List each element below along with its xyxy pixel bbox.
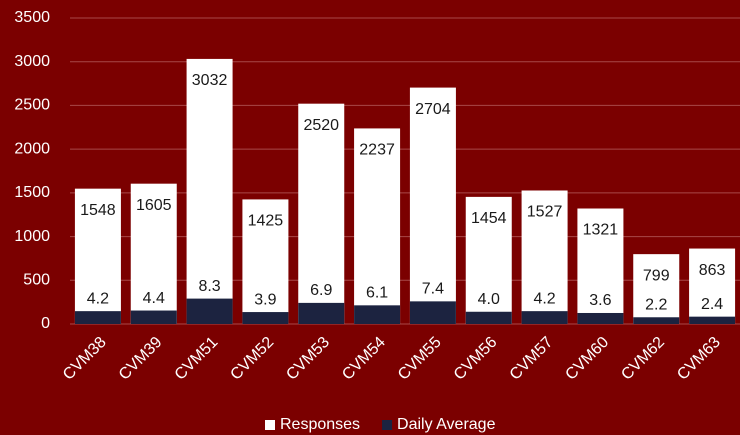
y-tick-label: 2000: [14, 140, 50, 157]
x-tick-label: CVM53: [283, 334, 333, 384]
bar: [577, 208, 624, 324]
data-label: 7.4: [422, 281, 444, 298]
bar: [242, 199, 289, 324]
y-tick-label: 0: [41, 315, 50, 332]
data-label: 2520: [303, 117, 339, 134]
data-label: 2.4: [701, 296, 723, 313]
bar: [354, 305, 401, 324]
y-tick-label: 2500: [14, 97, 50, 114]
data-label: 4.2: [533, 290, 555, 307]
data-label: 2704: [415, 101, 451, 118]
bar: [409, 301, 456, 324]
data-label: 1527: [527, 204, 563, 221]
x-tick-label: CVM39: [116, 334, 166, 384]
x-tick-label: CVM51: [172, 334, 222, 384]
bar: [689, 248, 736, 324]
bar: [465, 196, 512, 324]
legend-label: Responses: [280, 416, 360, 433]
bar: [298, 302, 345, 324]
bar: [633, 317, 680, 324]
data-label: 3032: [192, 72, 228, 89]
data-label: 3.9: [254, 291, 276, 308]
x-tick-label: CVM62: [618, 334, 668, 384]
y-tick-label: 500: [23, 272, 50, 289]
data-label: 1454: [471, 210, 507, 227]
data-label: 4.4: [143, 290, 165, 307]
data-label: 1425: [248, 213, 284, 230]
x-tick-label: CVM38: [60, 334, 110, 384]
data-label: 4.2: [87, 290, 109, 307]
y-tick-label: 3500: [14, 9, 50, 26]
data-label: 1548: [80, 202, 116, 219]
x-tick-label: CVM63: [674, 334, 724, 384]
legend-label: Daily Average: [397, 416, 496, 433]
bar: [577, 312, 624, 324]
data-label: 3.6: [589, 292, 611, 309]
data-label: 799: [643, 267, 670, 284]
y-tick-label: 1500: [14, 184, 50, 201]
data-label: 1321: [583, 222, 619, 239]
data-label: 6.1: [366, 285, 388, 302]
data-label: 1605: [136, 197, 172, 214]
x-tick-label: CVM55: [395, 334, 445, 384]
legend-swatch: [265, 420, 275, 430]
data-label: 4.0: [478, 291, 500, 308]
x-tick-label: CVM60: [562, 334, 612, 384]
x-tick-label: CVM52: [227, 334, 277, 384]
data-label: 2.2: [645, 296, 667, 313]
data-label: 863: [699, 262, 726, 279]
bar: [186, 298, 233, 324]
bar: [186, 58, 233, 325]
bar: [521, 190, 568, 324]
bar: [409, 87, 456, 324]
x-tick-label: CVM57: [507, 334, 557, 384]
bar: [74, 188, 121, 324]
bar: [130, 183, 177, 324]
y-tick-label: 3000: [14, 53, 50, 70]
bar: [242, 312, 289, 324]
bar: [74, 311, 121, 324]
data-label: 2237: [359, 142, 395, 159]
data-label: 8.3: [198, 278, 220, 295]
legend-swatch: [382, 420, 393, 430]
bar: [689, 316, 736, 324]
bar: [521, 311, 568, 324]
x-tick-label: CVM54: [339, 334, 389, 384]
y-tick-label: 1000: [14, 228, 50, 245]
bar: [633, 254, 680, 324]
bar: [354, 128, 401, 324]
bar: [298, 103, 345, 325]
x-tick-label: CVM56: [451, 334, 501, 384]
data-label: 6.9: [310, 282, 332, 299]
bar: [130, 310, 177, 324]
bar: [465, 311, 512, 324]
